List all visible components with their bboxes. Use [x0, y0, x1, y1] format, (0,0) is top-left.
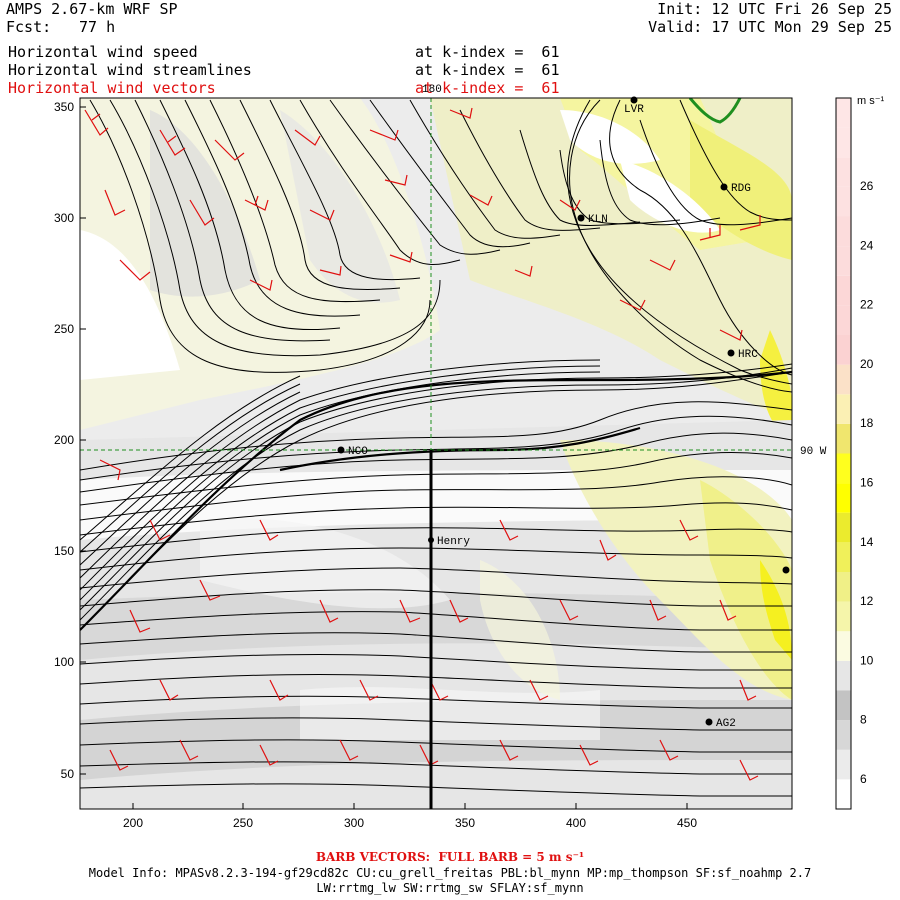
- valid-time: Valid: 17 UTC Mon 29 Sep 25: [648, 18, 892, 36]
- station-dot: [720, 183, 728, 191]
- forecast-hours: 77 h: [79, 18, 116, 36]
- y-tick-label: 250: [54, 322, 74, 336]
- x-tick-label: 350: [455, 816, 475, 830]
- y-tick-label: 350: [54, 100, 74, 114]
- y-tick-label: 300: [54, 211, 74, 225]
- colorbar-label: 22: [860, 298, 874, 312]
- colorbar-units: m s⁻¹: [857, 95, 885, 107]
- station-label: HRC: [738, 349, 758, 361]
- colorbar-swatch: [836, 542, 851, 572]
- colorbar: 6 8 10 12 14 16 18 20 22 24 26: [835, 97, 874, 810]
- colorbar-swatch: [836, 394, 851, 424]
- colorbar-frame: [835, 97, 852, 810]
- colorbar-label: 18: [860, 416, 874, 430]
- x-tick-label: 250: [233, 816, 253, 830]
- colorbar-swatch: [836, 720, 851, 750]
- colorbar-label: 10: [860, 653, 874, 667]
- x-tick-label: 300: [344, 816, 364, 830]
- station-label: AG2: [716, 718, 736, 730]
- x-tick-label: 400: [566, 816, 586, 830]
- station-label: NCO: [348, 446, 368, 458]
- y-tick-label: 200: [54, 433, 74, 447]
- y-tick-label: 50: [61, 767, 75, 781]
- y-tick-label: 100: [54, 655, 74, 669]
- colorbar-swatch: [836, 601, 851, 632]
- y-tick-label: 150: [54, 544, 74, 558]
- station-label: RDG: [731, 183, 751, 195]
- wind-speed-shading: [80, 98, 792, 809]
- streamline-bundles: [80, 370, 792, 631]
- field-vectors-level: at k-index = 61: [415, 79, 560, 97]
- colorbar-swatch: [836, 305, 851, 335]
- colorbar-swatch: [836, 453, 851, 484]
- station-dot: [577, 214, 585, 222]
- colorbar-swatch: [836, 246, 851, 276]
- field-wind-speed-level: at k-index = 61: [415, 43, 560, 61]
- colorbar-label: 16: [860, 476, 874, 490]
- colorbar-label: 8: [860, 713, 867, 727]
- colorbar-swatch: [836, 749, 851, 780]
- colorbar-swatch: [836, 660, 851, 691]
- colorbar-swatch: [836, 572, 851, 602]
- colorbar-swatch: [836, 364, 851, 395]
- model-info-line2: LW:rrtmg_lw SW:rrtmg_sw SFLAY:sf_mynn: [316, 881, 584, 895]
- parallel-label: 90 W: [800, 446, 827, 458]
- wind-barbs: [84, 107, 761, 781]
- field-streamlines: Horizontal wind streamlines: [8, 61, 252, 79]
- barb-note: BARB VECTORS: FULL BARB = 5 m s⁻¹: [315, 850, 585, 864]
- station-dot: [337, 446, 345, 454]
- colorbar-label: 26: [860, 179, 874, 193]
- forecast-label: Fcst:: [6, 18, 52, 36]
- colorbar-swatch: [836, 512, 851, 543]
- station-dot: [428, 537, 434, 543]
- colorbar-swatch: [836, 423, 851, 454]
- colorbar-swatch: [836, 216, 851, 247]
- colorbar-swatch: [836, 275, 851, 306]
- colorbar-swatch: [836, 690, 851, 721]
- station-label: Henry: [437, 536, 470, 548]
- x-tick-label: 450: [677, 816, 697, 830]
- field-vectors: Horizontal wind vectors: [8, 79, 216, 97]
- y-axis: 50 100 150 200 250 300 350: [54, 100, 86, 781]
- station-label: LVR: [624, 104, 644, 116]
- colorbar-swatch: [836, 157, 851, 187]
- station-dot-edge: [782, 566, 790, 574]
- field-wind-speed: Horizontal wind speed: [8, 43, 198, 61]
- colorbar-swatch: [836, 335, 851, 365]
- colorbar-swatch: [836, 779, 851, 809]
- x-tick-label: 200: [123, 816, 143, 830]
- colorbar-swatch: [836, 127, 851, 158]
- colorbar-label: 14: [860, 535, 874, 549]
- colorbar-swatch: [836, 631, 851, 661]
- field-streamlines-level: at k-index = 61: [415, 61, 560, 79]
- colorbar-label: 12: [860, 594, 874, 608]
- init-time: Init: 12 UTC Fri 26 Sep 25: [657, 0, 892, 18]
- colorbar-swatch: [836, 483, 851, 513]
- meridian-label: 180: [422, 84, 442, 96]
- colorbar-label: 20: [860, 357, 874, 371]
- colorbar-swatch: [836, 186, 851, 217]
- station-dot: [705, 718, 713, 726]
- station-label: KLN: [588, 214, 608, 226]
- colorbar-label: 24: [860, 238, 874, 252]
- colorbar-swatch: [836, 98, 851, 128]
- x-axis: 200 250 300 350 400 450: [123, 803, 697, 830]
- station-dot: [727, 349, 735, 357]
- model-info-line1: Model Info: MPASv8.2.3-194-gf29cd82c CU:…: [88, 866, 812, 880]
- model-title: AMPS 2.67-km WRF SP: [6, 0, 178, 18]
- stations: LVR RDG KLN HRC NCO Henry AG2: [337, 96, 790, 730]
- colorbar-label: 6: [860, 772, 867, 786]
- map-frame: [79, 97, 793, 810]
